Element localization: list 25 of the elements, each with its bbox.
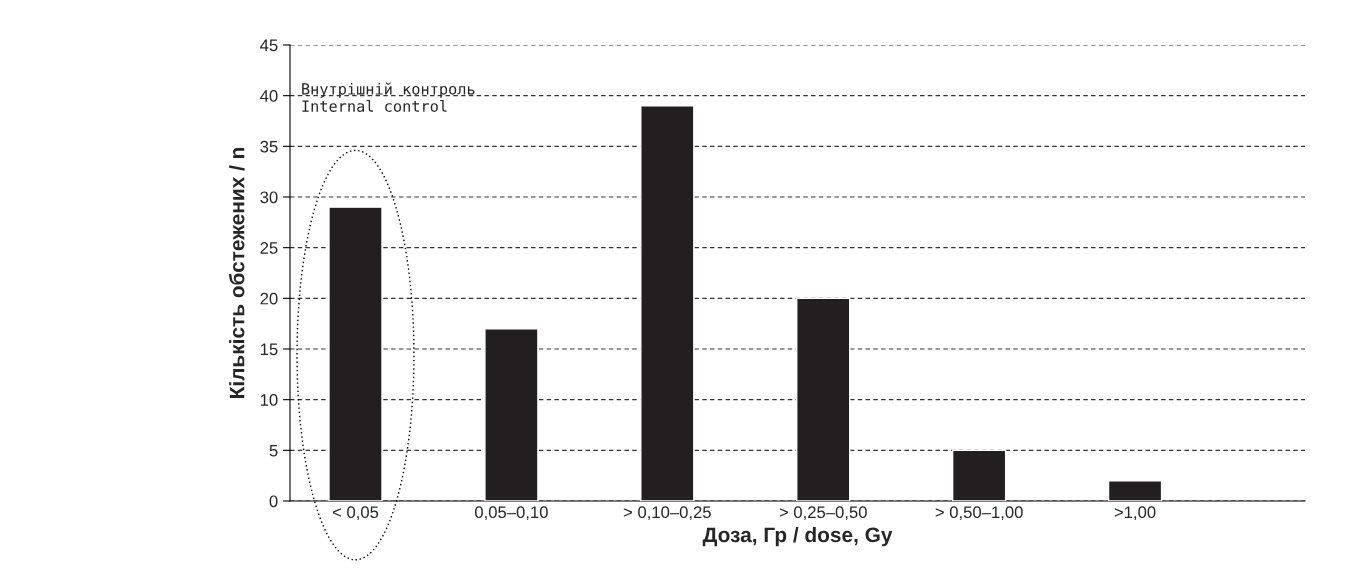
x-tick-label: > 0,25–0,50 [779, 506, 867, 521]
y-tick-label: 0 [269, 495, 278, 508]
x-tick-label: 0,05–0,10 [474, 506, 548, 521]
bar [951, 449, 1007, 501]
x-tick-label: >1,00 [1114, 506, 1156, 521]
x-tick-label: > 0,10–0,25 [623, 506, 711, 521]
bar [796, 297, 851, 501]
bar [640, 105, 695, 501]
annotation: Внутрішній контроль Internal control [302, 82, 475, 112]
bar [328, 206, 383, 501]
y-tick-label: 45 [260, 39, 278, 52]
y-tick-label: 25 [260, 242, 278, 254]
x-axis-title: Доза, Гр / dose, Gy [702, 526, 893, 547]
y-tick-label: 35 [260, 140, 278, 153]
y-tick-label: 40 [260, 90, 278, 102]
bar [484, 328, 539, 501]
x-tick-label: < 0,05 [332, 506, 379, 521]
x-tick-label: > 0,50–1,00 [935, 506, 1023, 521]
y-tick-label: 5 [269, 444, 278, 457]
bar [1107, 480, 1163, 501]
y-tick-label: 30 [260, 191, 278, 204]
y-tick-label: 10 [260, 394, 278, 406]
y-tick-label: 20 [260, 292, 278, 305]
y-tick-label: 15 [260, 343, 278, 356]
y-axis-title: Кількість обстежених / n [228, 147, 245, 398]
